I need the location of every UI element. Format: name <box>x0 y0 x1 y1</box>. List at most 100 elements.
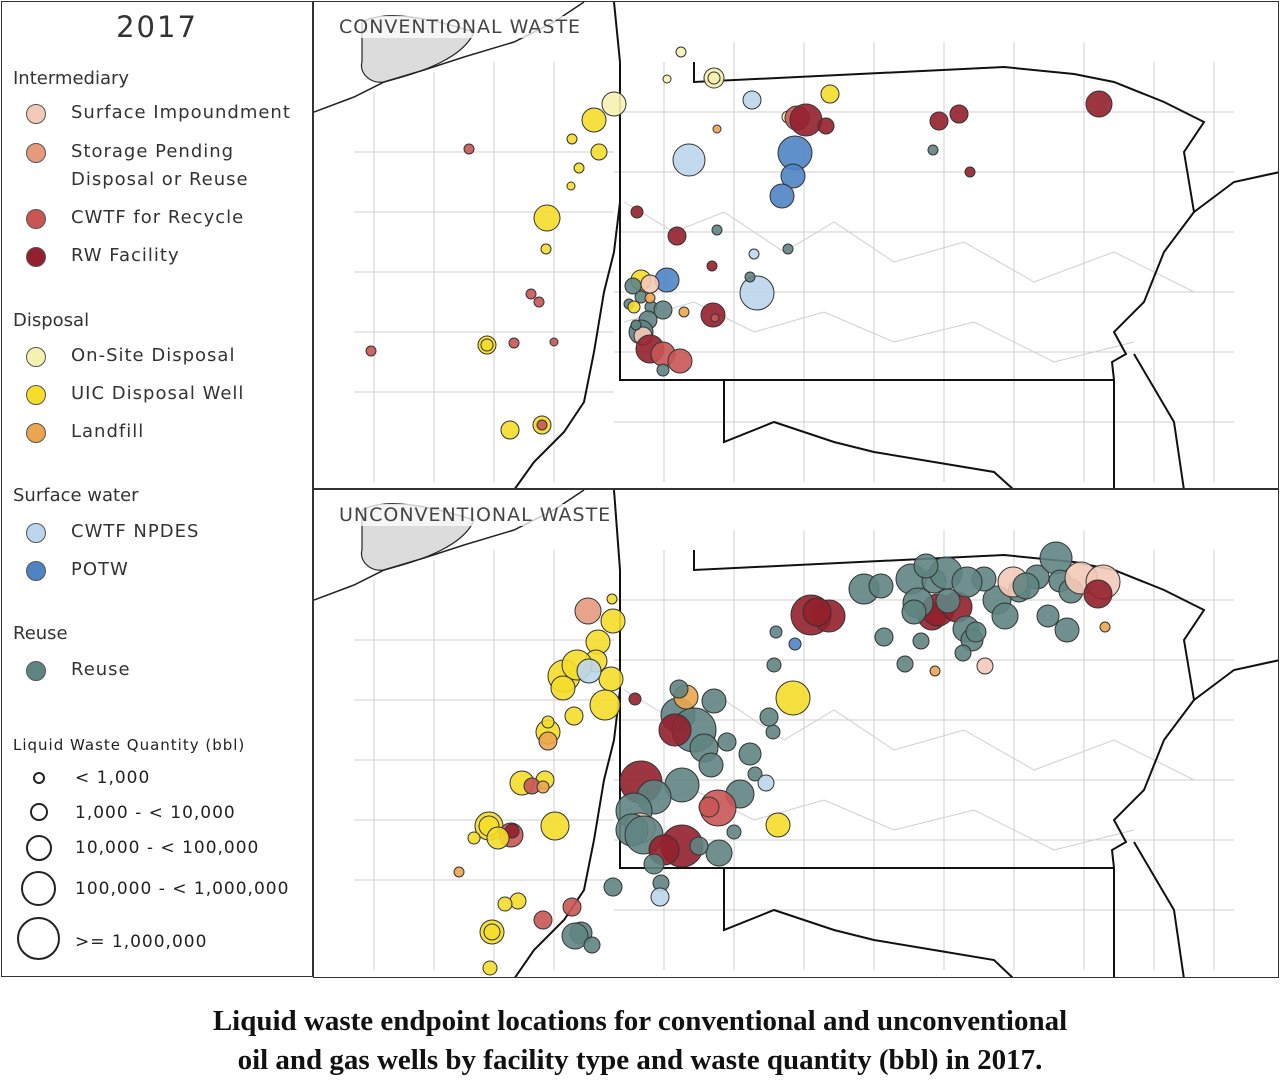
map-marker <box>662 74 672 84</box>
map-marker <box>627 300 641 314</box>
legend-item-surface-impoundment: Surface Impoundment <box>26 102 291 127</box>
map-marker <box>538 731 558 751</box>
map-marker <box>912 632 930 650</box>
waste-endpoints-conventional <box>365 46 1113 440</box>
map-marker <box>650 887 670 907</box>
size-ring-xl <box>17 917 60 960</box>
map-marker <box>533 204 561 232</box>
legend-label: UIC Disposal Well <box>71 383 245 404</box>
map-marker <box>509 892 527 910</box>
state-borders <box>514 2 1278 488</box>
cwtf-recycle-swatch <box>26 209 46 229</box>
map-marker <box>710 313 720 323</box>
map-marker <box>628 692 642 706</box>
map-marker <box>935 588 961 614</box>
map-marker <box>949 104 969 124</box>
map-marker <box>667 226 687 246</box>
map-marker <box>1083 579 1113 609</box>
map-panel-unconventional: UNCONVENTIONAL WASTE <box>313 489 1279 978</box>
map-marker <box>1036 604 1060 628</box>
map-marker <box>566 181 576 191</box>
map-marker <box>644 292 656 304</box>
map-marker <box>500 420 520 440</box>
map-marker <box>541 715 555 729</box>
map-marker <box>549 337 559 347</box>
legend-label: Reuse <box>71 659 131 680</box>
size-label-xs: < 1,000 <box>75 768 151 788</box>
map-marker <box>606 593 618 605</box>
map-marker <box>561 922 589 950</box>
map-marker <box>769 183 795 209</box>
legend-panel: 2017 Intermediary Surface Impoundment St… <box>1 1 313 977</box>
map-marker <box>744 271 756 283</box>
map-marker <box>748 248 760 260</box>
map-marker <box>929 111 949 131</box>
legend-label: CWTF NPDES <box>71 521 200 542</box>
map-marker <box>991 602 1019 630</box>
size-ring-m <box>26 835 52 861</box>
caption-line-2: oil and gas wells by facility type and w… <box>237 1044 1043 1076</box>
size-ring-xs <box>33 772 45 784</box>
size-label-s: 1,000 - < 10,000 <box>75 803 236 823</box>
map-marker <box>726 824 742 840</box>
map-marker <box>742 90 762 110</box>
map-marker <box>954 644 972 662</box>
map-marker <box>600 608 626 634</box>
map-marker <box>576 658 602 684</box>
map-marker <box>775 680 811 716</box>
map-marker <box>483 923 501 941</box>
map-marker <box>965 621 987 643</box>
legend-group-intermediary: Intermediary <box>13 68 130 89</box>
map-marker <box>486 826 510 850</box>
map-marker <box>1099 621 1111 633</box>
map-marker <box>717 732 737 752</box>
map-marker <box>566 133 578 145</box>
landfill-swatch <box>26 423 46 443</box>
map-marker <box>603 877 623 897</box>
map-marker <box>766 657 782 673</box>
map-marker <box>759 707 779 727</box>
map-marker <box>598 666 624 692</box>
legend-label: Storage Pending Disposal or Reuse <box>71 141 249 190</box>
map-marker <box>769 625 783 639</box>
map-marker <box>698 752 724 778</box>
size-label-l: 100,000 - < 1,000,000 <box>75 879 290 899</box>
map-marker <box>463 143 475 155</box>
map-marker <box>525 288 537 300</box>
map-marker <box>788 637 802 651</box>
map-marker <box>669 679 689 699</box>
map-marker <box>976 657 994 675</box>
legend-label: Landfill <box>71 421 145 442</box>
map-marker <box>712 124 722 134</box>
map-marker <box>802 597 832 627</box>
map-marker <box>747 766 763 782</box>
legend-item-potw: POTW <box>26 559 129 584</box>
map-marker <box>533 296 545 308</box>
onsite-disposal-swatch <box>26 347 46 367</box>
map-marker <box>573 162 585 174</box>
map-marker <box>536 419 548 431</box>
size-label-m: 10,000 - < 100,000 <box>75 838 260 858</box>
map-marker <box>574 597 602 625</box>
panel-title-conventional: CONVENTIONAL WASTE <box>336 16 585 38</box>
map-marker <box>640 274 660 294</box>
waste-endpoints-unconventional <box>453 541 1121 976</box>
map-marker <box>536 780 550 794</box>
map-marker <box>453 866 465 878</box>
map-conventional <box>314 2 1278 488</box>
map-marker <box>707 71 721 85</box>
legend-item-uic-disposal-well: UIC Disposal Well <box>26 383 244 408</box>
cwtf-npdes-swatch <box>26 523 46 543</box>
map-marker <box>482 960 498 976</box>
map-marker <box>630 319 642 331</box>
map-marker <box>672 143 706 177</box>
legend-group-disposal: Disposal <box>13 310 90 331</box>
map-marker <box>643 853 665 875</box>
map-marker <box>817 117 835 135</box>
legend-item-landfill: Landfill <box>26 421 144 446</box>
legend-item-rw-facility: RW Facility <box>26 245 180 270</box>
map-marker <box>1085 90 1113 118</box>
map-marker <box>789 103 823 137</box>
legend-item-cwtf-recycle: CWTF for Recycle <box>26 207 244 232</box>
map-marker <box>698 796 720 818</box>
